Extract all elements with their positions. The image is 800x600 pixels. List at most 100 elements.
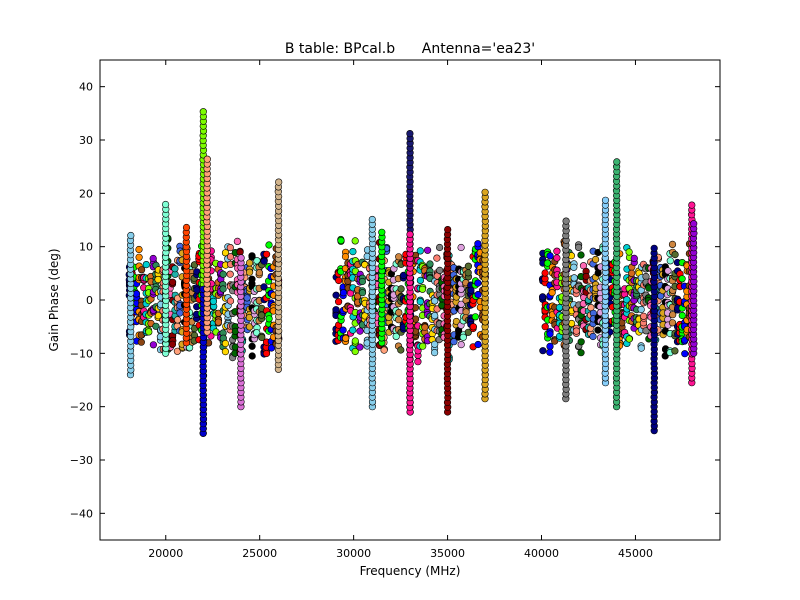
data-point [546,252,554,260]
data-point [416,276,425,285]
data-point [678,275,686,283]
data-point [589,332,597,341]
data-point [397,285,405,293]
data-point [457,285,465,293]
data-point [664,267,672,275]
chart-title: B table: BPcal.b Antenna='ea23' [285,41,535,57]
data-point [255,269,264,277]
y-tick-label: −40 [70,507,93,520]
data-point [358,277,367,286]
data-point [173,347,181,355]
data-point [219,285,227,293]
data-point [349,326,357,334]
data-point [258,311,266,319]
x-tick-label: 25000 [242,547,277,560]
data-point [209,297,217,306]
data-point [171,265,179,273]
data-point [671,347,679,355]
data-point [356,343,364,351]
data-point [628,269,636,277]
data-point [467,286,475,294]
data-point [145,328,153,336]
spike-point [406,230,414,238]
y-tick-label: 0 [86,294,93,307]
spike-point [650,244,658,252]
data-point [395,309,403,317]
data-point [538,293,547,301]
data-point [258,333,266,342]
data-point [253,329,261,337]
spike-point [203,155,211,163]
data-point [221,339,230,348]
data-point [570,263,578,271]
data-point [594,269,602,277]
data-point [243,294,251,302]
data-point [572,327,581,335]
data-point [349,248,357,256]
data-point [380,346,388,354]
y-axis-label: Gain Phase (deg) [47,248,61,351]
data-point [137,338,145,346]
data-point [351,337,359,345]
y-tick-label: 10 [79,241,93,254]
data-point [577,251,585,259]
data-point [154,312,162,320]
spike-point [182,223,191,232]
x-tick-label: 20000 [148,547,183,560]
data-point [351,237,359,245]
data-point [582,272,590,281]
data-point [226,253,235,261]
spike-point [406,130,414,138]
data-point [553,247,561,255]
y-tick-label: −30 [70,454,93,467]
data-point [623,296,631,304]
data-point [431,312,439,320]
data-point [399,271,408,280]
data-point [341,253,350,261]
data-point [339,289,348,297]
data-point [176,309,184,317]
data-point [678,311,686,320]
data-point [419,342,427,350]
data-point [260,283,268,291]
data-point [168,340,177,348]
data-point [416,247,424,255]
data-point [149,341,157,349]
data-point [233,237,241,245]
x-tick-label: 35000 [430,547,465,560]
data-point [577,338,585,346]
data-point [625,248,633,256]
data-point [351,347,359,356]
data-point [577,349,585,357]
data-point [332,291,340,299]
data-point [267,344,276,352]
data-point [553,254,561,262]
data-point [226,244,234,252]
data-point [169,278,177,286]
data-point [418,285,427,293]
data-point [543,259,552,267]
spike-point [601,196,610,204]
data-point [421,323,429,331]
data-point [637,344,645,352]
data-point [574,243,583,251]
data-point [464,269,472,277]
data-point [152,322,160,330]
data-point [671,251,679,259]
data-point [669,311,677,319]
data-point [246,323,254,331]
data-point [138,266,146,274]
data-point [265,315,273,323]
spike-point [444,226,452,234]
y-tick-label: −10 [70,347,93,360]
x-tick-label: 45000 [618,547,653,560]
data-point [358,289,367,297]
data-point [546,330,554,338]
data-point [337,236,345,245]
data-point [174,316,182,324]
data-point [262,349,271,358]
data-point [221,348,229,356]
data-point [464,262,473,270]
data-point [639,312,648,320]
data-point [464,328,472,336]
